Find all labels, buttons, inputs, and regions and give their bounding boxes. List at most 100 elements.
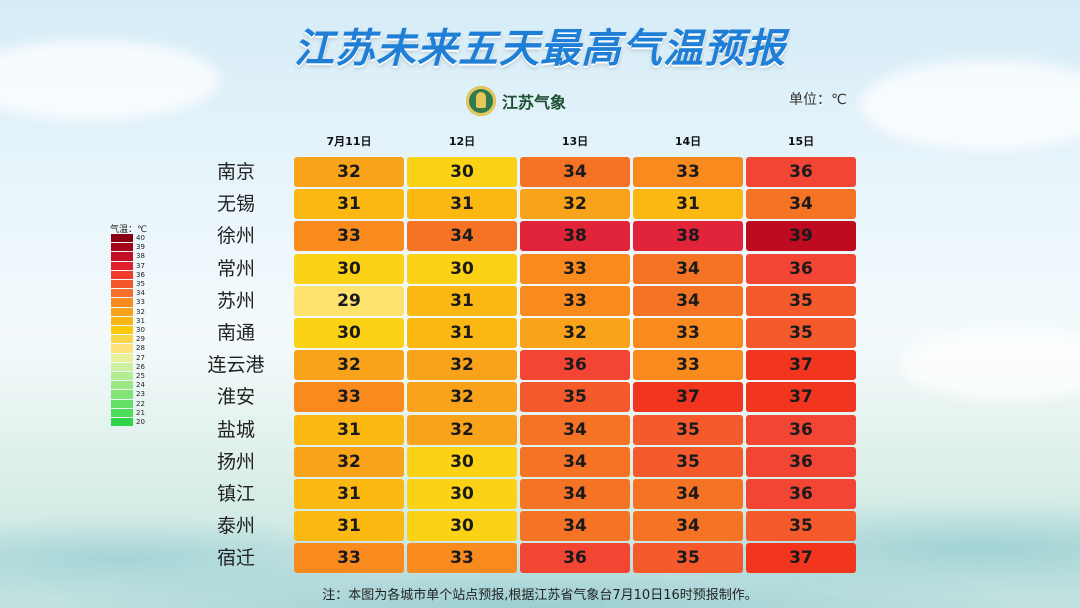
legend-swatch: [111, 418, 133, 427]
temperature-cell: 36: [520, 543, 630, 574]
legend-swatch: [111, 298, 133, 307]
temperature-cell: 35: [746, 285, 856, 316]
legend-swatch: [111, 381, 133, 390]
temperature-cell: 34: [746, 189, 856, 220]
temperature-cell: 30: [294, 318, 404, 348]
legend-label: 28: [136, 344, 145, 353]
temperature-cell: 30: [407, 157, 517, 187]
temperature-cell: 34: [407, 221, 517, 252]
city-label: 常州: [216, 257, 255, 280]
temperature-cell: 36: [746, 414, 856, 445]
legend-swatch: [111, 326, 133, 335]
city-label: 镇江: [216, 483, 255, 505]
temperature-cell: 34: [633, 479, 743, 509]
temperature-cell: 30: [407, 253, 517, 284]
legend-label: 23: [136, 390, 145, 399]
temperature-cell: 31: [294, 189, 404, 220]
city-label: 扬州: [216, 450, 255, 473]
legend-title: 气温：℃: [110, 225, 148, 235]
legend-swatch: [111, 289, 133, 298]
city-label: 南通: [216, 322, 255, 344]
legend-label: 39: [136, 243, 145, 252]
temperature-cell: 35: [520, 382, 630, 413]
temperature-cell: 33: [520, 253, 630, 284]
temperature-cell: 35: [746, 318, 856, 348]
temperature-cell: 31: [407, 318, 517, 348]
background-cloud: [900, 330, 1080, 400]
city-label: 盐城: [216, 418, 255, 441]
legend-swatch: [111, 390, 133, 399]
temperature-cell: 33: [520, 285, 630, 316]
temperature-cell: 32: [407, 414, 517, 445]
temperature-cell: 32: [407, 382, 517, 413]
legend-label: 29: [136, 335, 145, 344]
city-label: 无锡: [216, 193, 255, 216]
legend-swatch: [111, 408, 133, 417]
temperature-cell: 33: [294, 221, 404, 252]
temperature-cell: 32: [407, 350, 517, 381]
legend-label: 26: [136, 362, 145, 371]
column-header: 7月11日: [326, 135, 372, 148]
temperature-cell: 35: [633, 414, 743, 445]
temperature-cell: 37: [633, 382, 743, 413]
temperature-cell: 32: [294, 350, 404, 381]
legend-label: 37: [136, 261, 145, 270]
temperature-cell: 32: [294, 446, 404, 477]
temperature-cell: 31: [294, 479, 404, 509]
city-label: 连云港: [207, 354, 265, 377]
legend-label: 33: [136, 298, 145, 307]
temperature-cell: 34: [520, 479, 630, 509]
temperature-cell: 35: [633, 446, 743, 477]
temperature-cell: 35: [746, 511, 856, 542]
temperature-cell: 32: [520, 189, 630, 220]
legend-label: 20: [136, 418, 145, 426]
city-label: 宿迁: [216, 547, 255, 570]
legend-swatch: [111, 362, 133, 371]
temperature-cell: 33: [407, 543, 517, 574]
temperature-cell: 30: [407, 446, 517, 477]
temperature-cell: 36: [746, 479, 856, 509]
footnote: 注：本图为各城市单个站点预报,根据江苏省气象台7月10日16时预报制作。: [322, 588, 758, 603]
city-label: 淮安: [216, 386, 255, 409]
temperature-cell: 29: [294, 285, 404, 316]
legend-swatch: [111, 261, 133, 270]
temperature-cell: 36: [746, 446, 856, 477]
temperature-cell: 37: [746, 382, 856, 413]
background-cloud: [860, 60, 1080, 150]
city-label: 苏州: [216, 289, 255, 312]
legend-label: 21: [136, 408, 145, 417]
temperature-cell: 30: [407, 479, 517, 509]
temperature-cell: 31: [633, 189, 743, 220]
temperature-cell: 31: [294, 414, 404, 445]
temperature-cell: 36: [746, 157, 856, 187]
legend-swatch: [111, 243, 133, 252]
logo: 江苏气象: [466, 86, 566, 116]
temperature-cell: 36: [746, 253, 856, 284]
logo-text: 江苏气象: [502, 93, 567, 112]
legend-swatch: [111, 280, 133, 289]
temperature-cell: 37: [746, 543, 856, 574]
legend-swatch: [111, 344, 133, 353]
legend-label: 27: [136, 353, 145, 362]
legend-swatch: [111, 307, 133, 316]
temperature-cell: 38: [633, 221, 743, 252]
temperature-cell: 34: [520, 511, 630, 542]
temperature-cell: 34: [520, 446, 630, 477]
legend-label: 34: [136, 289, 145, 298]
legend-swatch: [111, 234, 133, 243]
legend-swatch: [111, 270, 133, 279]
legend-swatch: [111, 372, 133, 381]
temperature-cell: 33: [633, 350, 743, 381]
temperature-cell: 34: [633, 511, 743, 542]
temperature-cell: 37: [746, 350, 856, 381]
temperature-cell: 31: [407, 285, 517, 316]
legend-label: 25: [136, 372, 145, 380]
temperature-cell: 33: [633, 318, 743, 348]
temperature-cell: 34: [520, 414, 630, 445]
legend-label: 38: [136, 252, 145, 261]
column-header: 14日: [674, 135, 702, 148]
temperature-cell: 34: [520, 157, 630, 187]
legend-swatch: [111, 353, 133, 362]
column-header: 13日: [561, 135, 589, 148]
temperature-cell: 34: [633, 285, 743, 316]
